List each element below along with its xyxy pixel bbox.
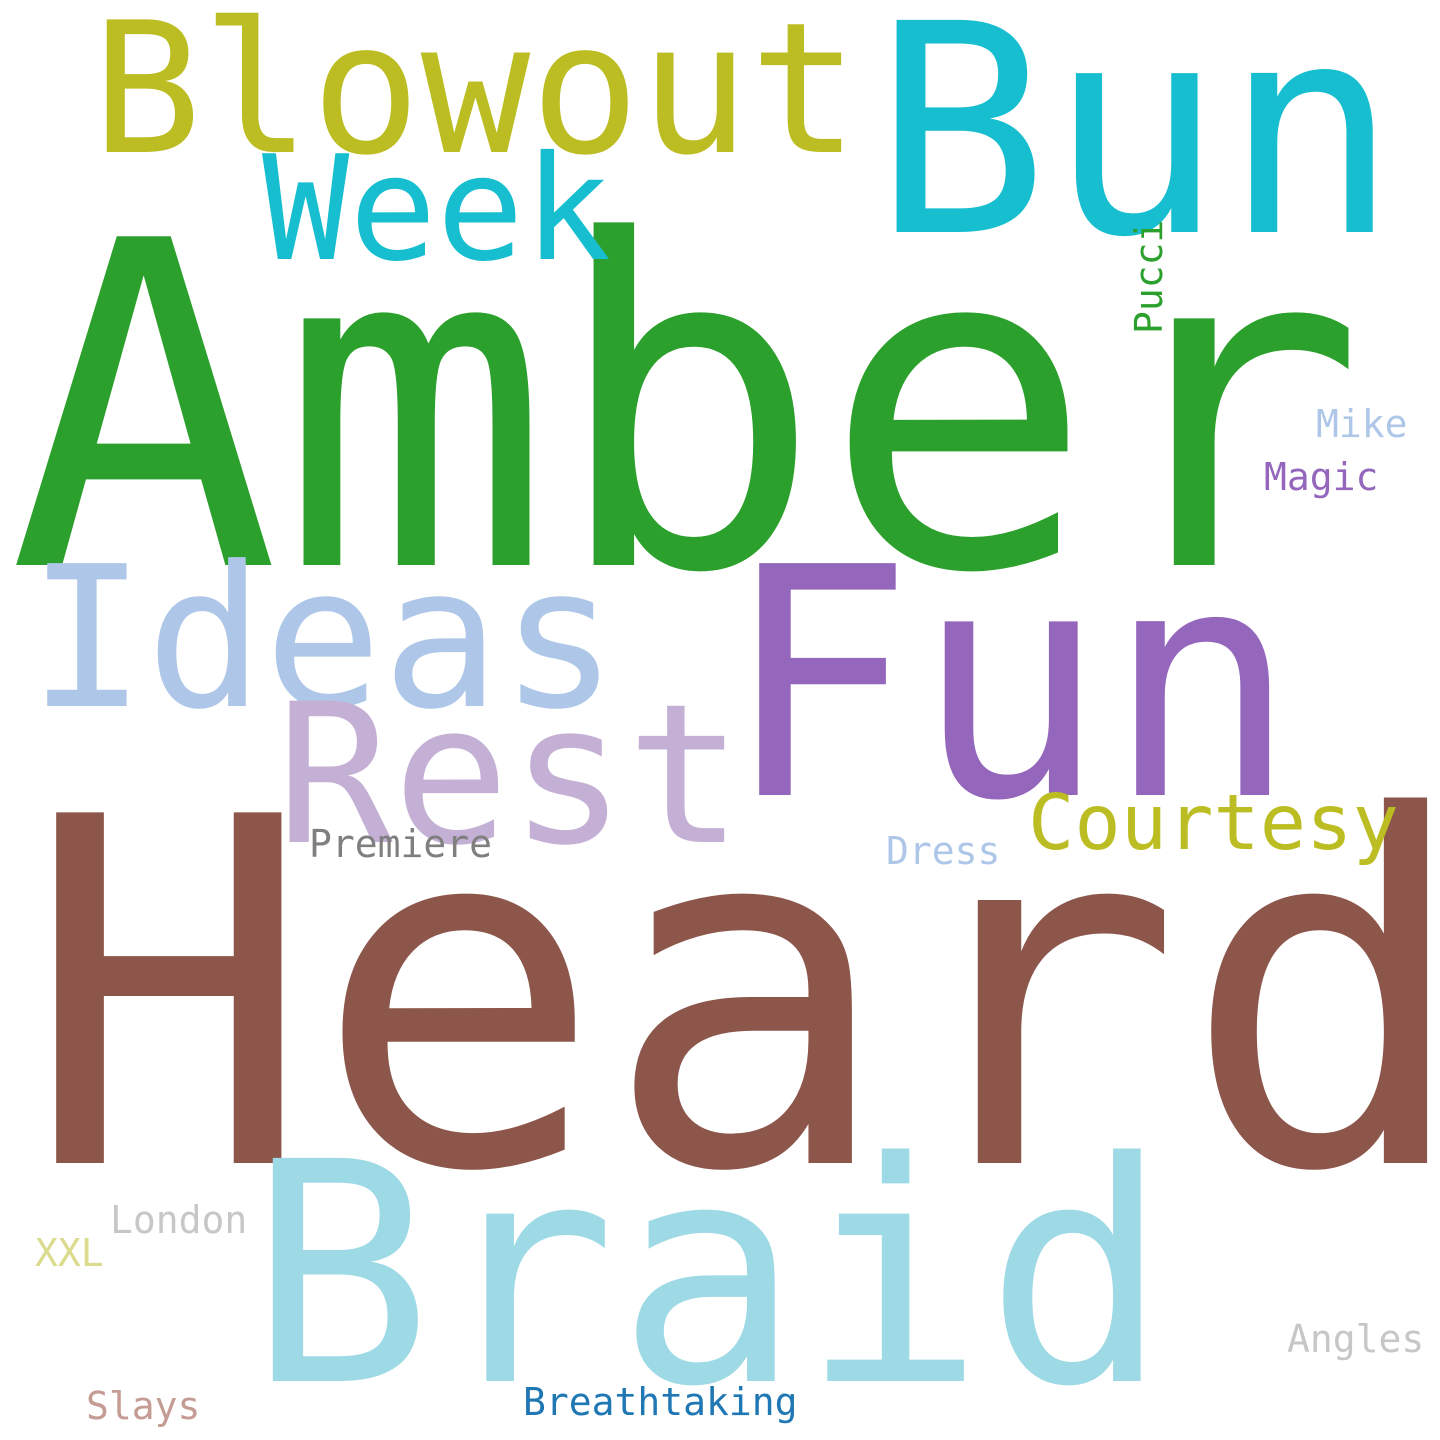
word-pucci: Pucci <box>1127 219 1171 334</box>
word-breathtaking: Breathtaking <box>523 1380 798 1424</box>
word-fun: Fun <box>723 500 1298 870</box>
word-amber: Amber <box>8 147 1366 672</box>
word-angles: Angles <box>1287 1317 1425 1361</box>
word-slays: Slays <box>86 1384 201 1428</box>
word-london: London <box>110 1198 248 1242</box>
word-ideas: Ideas <box>28 525 619 753</box>
word-rest: Rest <box>276 662 744 888</box>
word-heard: Heard <box>24 718 1440 1277</box>
word-braid: Braid <box>248 1098 1170 1440</box>
word-magic: Magic <box>1264 455 1379 499</box>
word-premiere: Premiere <box>309 822 493 866</box>
word-dress: Dress <box>886 829 1001 873</box>
word-blowout: Blowout <box>92 0 860 195</box>
word-xxl: XXL <box>35 1231 104 1275</box>
word-mike: Mike <box>1316 402 1408 446</box>
word-week: Week <box>262 125 612 294</box>
word-bun: Bun <box>873 0 1399 301</box>
word-courtesy: Courtesy <box>1028 779 1399 868</box>
